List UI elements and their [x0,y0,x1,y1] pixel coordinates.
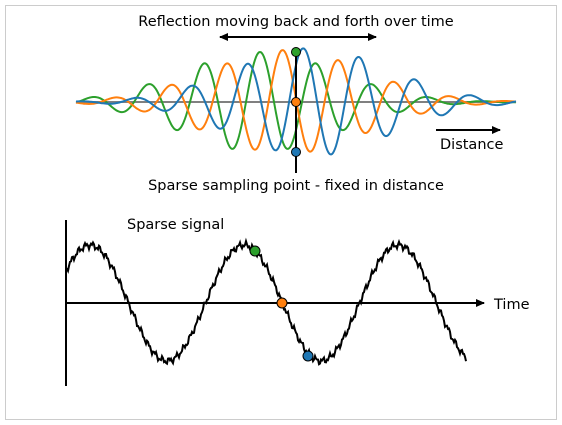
signal-dot-orange [276,297,288,309]
sampling-point-label: Sparse sampling point - fixed in distanc… [148,178,444,194]
bottom-panel: Sparse signal Time [65,217,530,386]
sparse-signal-title: Sparse signal [127,217,224,233]
time-axis-label: Time [493,297,530,313]
sample-dot-orange [291,97,301,107]
top-panel: Reflection moving back and forth over ti… [75,14,517,194]
signal-dot-blue [302,350,314,362]
top-title: Reflection moving back and forth over ti… [138,14,454,30]
distance-label: Distance [440,137,503,153]
figure-frame [5,5,557,420]
signal-dot-green [249,245,261,257]
sample-dot-blue [291,147,301,157]
sparse-signal-curve [65,237,467,366]
sample-dot-green [291,47,301,57]
